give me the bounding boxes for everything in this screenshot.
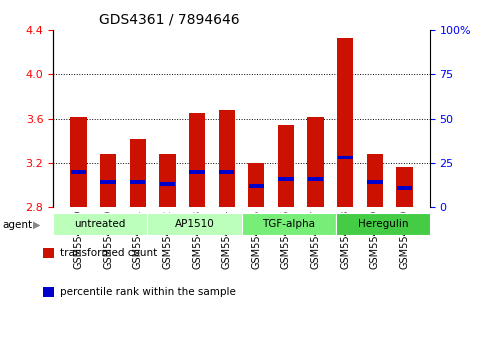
Bar bbox=[336, 213, 430, 235]
Bar bbox=[100, 181, 116, 184]
Bar bbox=[189, 113, 205, 207]
Bar bbox=[130, 181, 145, 184]
Text: ▶: ▶ bbox=[33, 220, 41, 230]
Bar bbox=[397, 186, 412, 190]
Text: agent: agent bbox=[2, 220, 32, 230]
Bar bbox=[248, 163, 265, 207]
Text: untreated: untreated bbox=[74, 219, 126, 229]
Bar bbox=[189, 170, 205, 174]
Text: transformed count: transformed count bbox=[60, 248, 157, 258]
Bar bbox=[308, 118, 324, 207]
Bar bbox=[129, 138, 146, 207]
Bar bbox=[71, 170, 86, 174]
Bar bbox=[147, 213, 242, 235]
Text: TGF-alpha: TGF-alpha bbox=[262, 219, 315, 229]
Bar bbox=[367, 181, 383, 184]
Text: GDS4361 / 7894646: GDS4361 / 7894646 bbox=[99, 12, 240, 27]
Bar bbox=[159, 182, 175, 186]
Bar bbox=[100, 154, 116, 207]
Bar bbox=[218, 110, 235, 207]
Bar bbox=[159, 154, 175, 207]
Bar bbox=[397, 167, 413, 207]
Bar bbox=[219, 170, 234, 174]
Bar bbox=[278, 177, 294, 181]
Bar bbox=[308, 177, 324, 181]
Bar bbox=[53, 213, 147, 235]
Bar bbox=[367, 154, 383, 207]
Text: AP1510: AP1510 bbox=[174, 219, 214, 229]
Bar bbox=[337, 38, 354, 207]
Bar bbox=[338, 156, 353, 159]
Bar bbox=[278, 125, 294, 207]
Text: percentile rank within the sample: percentile rank within the sample bbox=[60, 287, 236, 297]
Text: Heregulin: Heregulin bbox=[357, 219, 408, 229]
Bar bbox=[242, 213, 336, 235]
Bar bbox=[249, 184, 264, 188]
Bar bbox=[70, 118, 86, 207]
